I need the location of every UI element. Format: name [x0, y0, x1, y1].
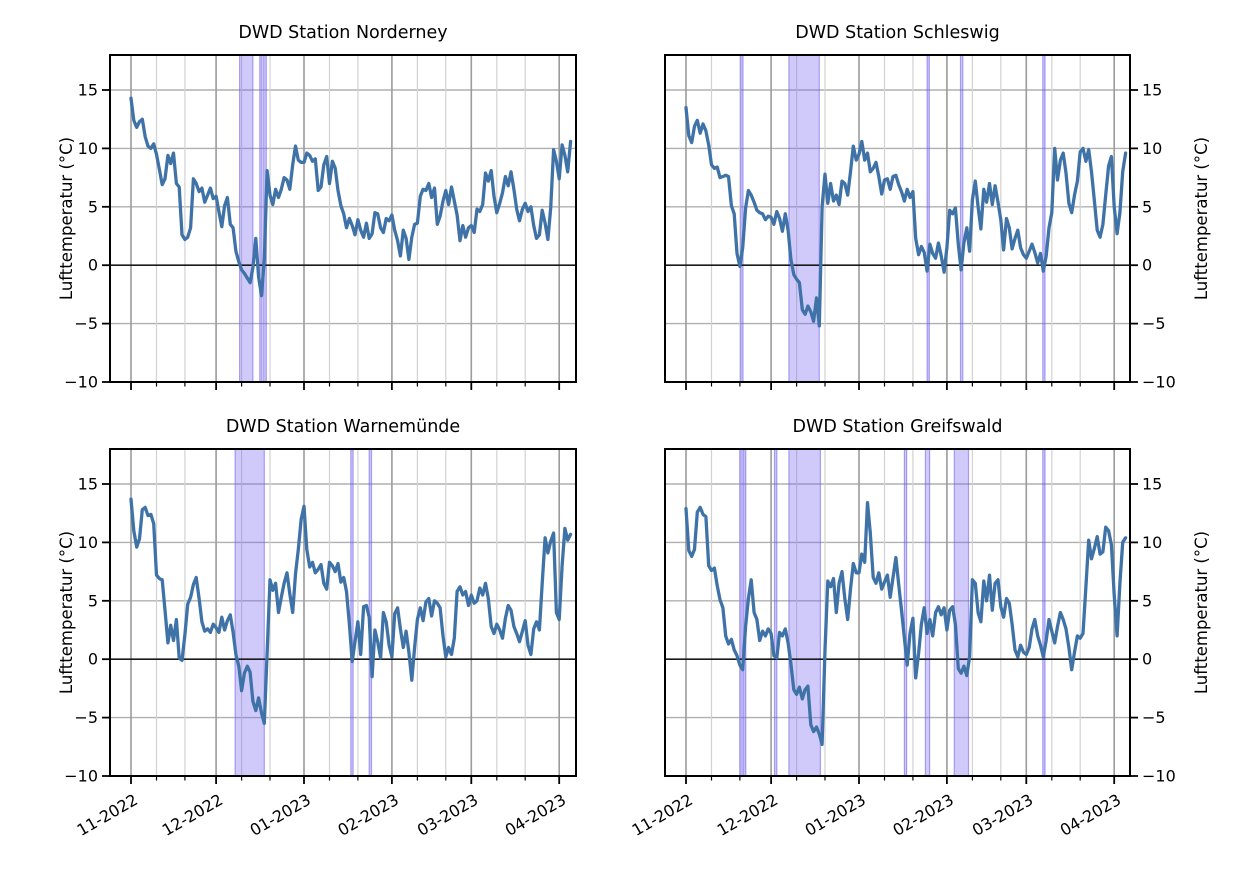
highlight-band: [739, 449, 743, 776]
y-tick-label: 15: [78, 475, 98, 494]
y-tick-label: −10: [1142, 373, 1176, 392]
y-tick-label: 0: [88, 650, 98, 669]
y-tick-label: 15: [78, 81, 98, 100]
y-tick-label: 10: [78, 139, 98, 158]
axes-frame: [109, 54, 577, 383]
highlight-band: [954, 449, 969, 776]
temperature-series-line: [129, 497, 573, 726]
temperature-series-line: [684, 105, 1128, 328]
y-axis-label: Lufttemperatur (°C): [1192, 531, 1211, 694]
highlight-band: [788, 449, 821, 776]
highlight-band: [350, 449, 354, 776]
y-tick-label: −5: [1142, 314, 1166, 333]
y-tick-label: −10: [1142, 767, 1176, 786]
temperature-series-line: [129, 96, 573, 298]
chart-title: DWD Station Schleswig: [795, 23, 999, 43]
y-tick-label: 5: [1142, 197, 1152, 216]
subplot-schleswig: 15 10 5 0 −5 −10 DWD Station Schleswig Lufttemp…: [664, 23, 1211, 392]
highlight-band: [927, 55, 930, 382]
axes-frame: [664, 448, 1131, 777]
chart-title: DWD Station Greifswald: [793, 417, 1003, 437]
highlight-band: [369, 449, 372, 776]
chart-title: DWD Station Warnemünde: [226, 417, 460, 437]
axes-frame: [664, 54, 1131, 383]
highlight-band: [788, 55, 820, 382]
highlight-band: [743, 449, 746, 776]
y-tick-label: 5: [1142, 591, 1152, 610]
y-axis-label: Lufttemperatur (°C): [57, 531, 76, 694]
y-tick-label: 10: [1142, 533, 1162, 552]
highlight-band: [259, 55, 263, 382]
y-tick-label: −5: [74, 708, 98, 727]
highlight-band: [740, 55, 743, 382]
axes-frame: [109, 448, 577, 777]
highlight-band: [1042, 449, 1046, 776]
y-axis-label: Lufttemperatur (°C): [1192, 137, 1211, 300]
y-tick-label: −5: [1142, 708, 1166, 727]
y-tick-label: 0: [1142, 256, 1152, 275]
y-tick-label: −10: [64, 767, 98, 786]
temperature-series-line: [684, 501, 1128, 747]
highlight-band: [925, 449, 930, 776]
y-tick-label: 15: [1142, 81, 1162, 100]
y-axis-label: Lufttemperatur (°C): [57, 137, 76, 300]
highlight-band: [960, 55, 963, 382]
y-tick-label: 0: [88, 256, 98, 275]
highlight-band: [774, 449, 777, 776]
y-tick-label: 5: [88, 591, 98, 610]
y-tick-label: 10: [78, 533, 98, 552]
highlight-band: [1042, 55, 1046, 382]
chart-title: DWD Station Norderney: [238, 23, 447, 43]
y-tick-label: 10: [1142, 139, 1162, 158]
highlight-band: [904, 449, 907, 776]
y-tick-label: 5: [88, 197, 98, 216]
highlight-band: [235, 449, 265, 776]
highlight-band: [239, 55, 253, 382]
subplot-norderney: 15 10 5 0 −5 −10 DWD Station Norderney Lufttemp…: [57, 23, 577, 392]
y-tick-label: 0: [1142, 650, 1152, 669]
y-tick-label: 15: [1142, 475, 1162, 494]
y-tick-label: −5: [74, 314, 98, 333]
y-tick-label: −10: [64, 373, 98, 392]
